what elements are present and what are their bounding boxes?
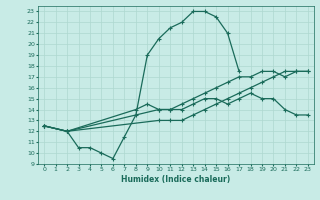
X-axis label: Humidex (Indice chaleur): Humidex (Indice chaleur) [121,175,231,184]
